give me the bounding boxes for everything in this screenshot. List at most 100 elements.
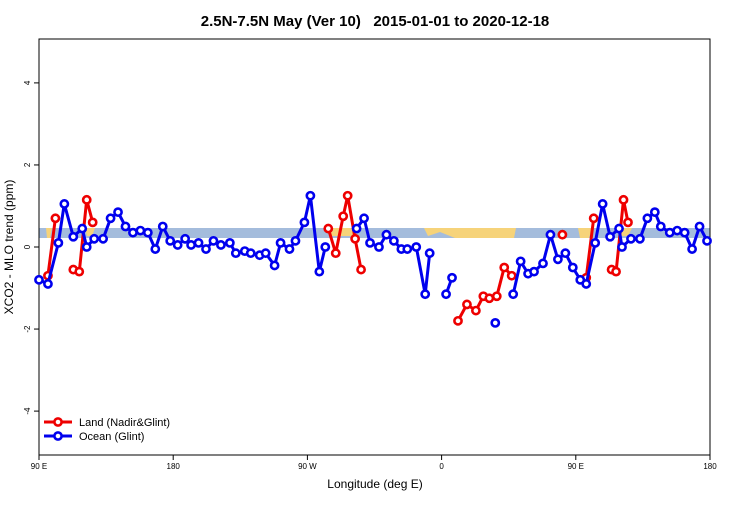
data-point: [424, 248, 435, 259]
data-point: [672, 225, 683, 236]
y-tick-label: 4: [23, 80, 32, 85]
data-point: [359, 213, 369, 224]
data-point: [320, 242, 331, 252]
data-point: [201, 244, 211, 254]
ocean-band: [39, 228, 710, 238]
data-point: [290, 235, 301, 246]
data-point: [157, 221, 168, 232]
data-point: [68, 231, 79, 242]
data-point: [538, 258, 548, 269]
data-point: [590, 237, 601, 248]
data-point: [664, 227, 675, 238]
data-point: [470, 305, 481, 316]
data-point: [113, 207, 123, 218]
x-tick-label: 90 W: [298, 462, 317, 471]
data-point: [508, 289, 519, 300]
data-point: [447, 272, 457, 283]
data-point: [553, 254, 563, 265]
data-point: [588, 213, 599, 224]
data-point: [356, 264, 366, 275]
x-tick-label: 180: [703, 462, 717, 471]
data-point: [529, 266, 539, 277]
data-point: [350, 233, 361, 244]
data-point: [208, 235, 219, 246]
chart-title: 2.5N-7.5N May (Ver 10) 2015-01-01 to 202…: [201, 13, 550, 30]
x-axis-label: Longitude (deg E): [327, 477, 422, 491]
data-point: [269, 260, 280, 271]
data-point: [142, 227, 153, 238]
data-point: [74, 266, 85, 277]
data-point: [515, 256, 526, 267]
data-point: [462, 299, 472, 310]
legend-marker: [53, 431, 63, 441]
data-point: [655, 221, 666, 232]
data-point: [623, 217, 633, 228]
y-tick-label: 0: [23, 244, 32, 249]
data-point: [484, 293, 495, 304]
data-point: [87, 217, 98, 228]
data-point: [567, 262, 578, 273]
x-tick-label: 0: [439, 462, 444, 471]
data-point: [98, 233, 109, 244]
y-tick-label: 2: [23, 162, 32, 167]
data-point: [626, 233, 636, 244]
data-point: [611, 266, 621, 277]
data-point: [284, 244, 295, 254]
data-point: [135, 225, 146, 236]
legend-label: Ocean (Glint): [79, 431, 144, 443]
data-point: [642, 213, 653, 224]
data-point: [679, 227, 690, 238]
data-point: [186, 240, 196, 250]
data-point: [81, 194, 92, 205]
data-point: [81, 242, 92, 252]
x-tick-label: 90 E: [31, 462, 47, 471]
data-point: [381, 229, 392, 240]
data-point: [120, 221, 131, 232]
data-point: [216, 240, 226, 250]
data-point: [351, 223, 362, 234]
y-tick-label: -2: [23, 325, 32, 333]
data-point: [687, 244, 698, 254]
data-point: [180, 233, 191, 244]
data-point: [506, 270, 517, 281]
data-point: [128, 227, 138, 238]
data-point: [342, 190, 353, 201]
data-point: [402, 244, 413, 254]
y-tick-label: -4: [23, 407, 32, 415]
data-point: [150, 244, 161, 254]
data-point: [275, 237, 286, 248]
data-point: [420, 289, 431, 300]
data-point: [605, 231, 615, 242]
data-point: [323, 223, 334, 234]
x-tick-label: 90 E: [568, 462, 584, 471]
data-point: [694, 221, 705, 232]
data-point: [374, 242, 384, 252]
data-point: [230, 248, 241, 259]
data-point: [545, 229, 556, 240]
data-point: [224, 237, 235, 248]
data-point: [89, 233, 100, 244]
data-point: [453, 315, 463, 326]
data-point: [411, 242, 422, 252]
data-point: [581, 279, 592, 289]
data-point: [330, 248, 341, 259]
data-point: [299, 217, 310, 228]
data-point: [53, 237, 64, 248]
data-point: [635, 233, 645, 244]
data-point: [59, 199, 70, 209]
data-point: [77, 223, 88, 234]
data-point: [305, 190, 316, 201]
data-point: [490, 317, 501, 328]
data-point: [388, 235, 399, 246]
data-point: [165, 235, 176, 246]
data-point: [50, 213, 61, 224]
data-point: [560, 248, 571, 259]
data-point: [314, 266, 325, 277]
data-point: [614, 223, 624, 234]
data-point: [338, 211, 349, 222]
legend-marker: [53, 417, 63, 427]
data-point: [365, 237, 375, 248]
x-tick-label: 180: [167, 462, 181, 471]
data-point: [105, 213, 116, 224]
data-point: [34, 274, 44, 285]
